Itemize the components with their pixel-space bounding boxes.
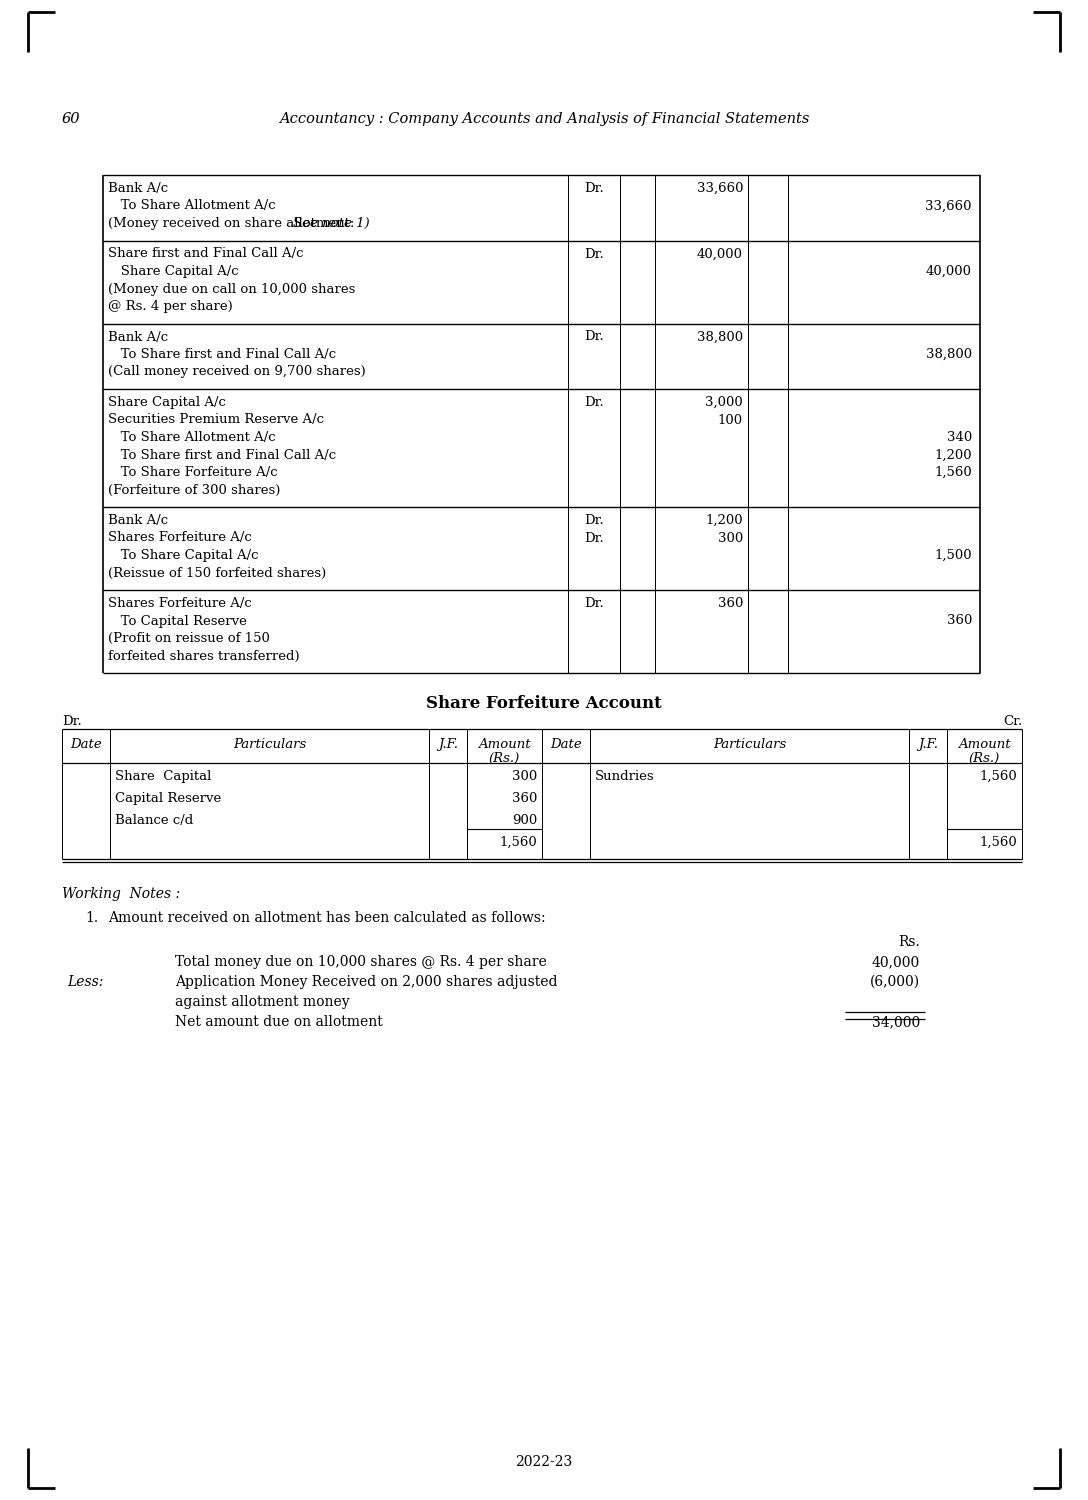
Text: Working  Notes :: Working Notes : bbox=[62, 886, 181, 902]
Text: To Share Capital A/c: To Share Capital A/c bbox=[108, 549, 259, 562]
Text: 1,560: 1,560 bbox=[935, 466, 972, 478]
Text: @ Rs. 4 per share): @ Rs. 4 per share) bbox=[108, 300, 233, 313]
Text: 33,660: 33,660 bbox=[926, 200, 972, 213]
Text: Accountancy : Company Accounts and Analysis of Financial Statements: Accountancy : Company Accounts and Analy… bbox=[279, 112, 809, 126]
Text: (6,000): (6,000) bbox=[870, 975, 920, 988]
Text: To Share Forfeiture A/c: To Share Forfeiture A/c bbox=[108, 466, 277, 478]
Text: Bank A/c: Bank A/c bbox=[108, 182, 169, 195]
Text: Dr.: Dr. bbox=[584, 514, 604, 526]
Text: To Share Allotment A/c: To Share Allotment A/c bbox=[108, 430, 275, 444]
Text: 340: 340 bbox=[947, 430, 972, 444]
Text: Share Forfeiture Account: Share Forfeiture Account bbox=[426, 694, 662, 712]
Text: 360: 360 bbox=[718, 597, 743, 610]
Text: 3,000: 3,000 bbox=[705, 396, 743, 410]
Text: Capital Reserve: Capital Reserve bbox=[115, 792, 221, 806]
Text: To Capital Reserve: To Capital Reserve bbox=[108, 615, 247, 627]
Text: Date: Date bbox=[70, 738, 102, 752]
Text: 300: 300 bbox=[718, 531, 743, 544]
Text: 100: 100 bbox=[718, 414, 743, 426]
Text: (Profit on reissue of 150: (Profit on reissue of 150 bbox=[108, 632, 270, 645]
Text: Cr.: Cr. bbox=[1003, 716, 1022, 728]
Text: 360: 360 bbox=[947, 615, 972, 627]
Text: Dr.: Dr. bbox=[584, 248, 604, 261]
Text: Share  Capital: Share Capital bbox=[115, 770, 211, 783]
Text: (Call money received on 9,700 shares): (Call money received on 9,700 shares) bbox=[108, 366, 366, 378]
Text: 1,560: 1,560 bbox=[979, 836, 1017, 849]
Text: (Reissue of 150 forfeited shares): (Reissue of 150 forfeited shares) bbox=[108, 567, 326, 579]
Text: Less:: Less: bbox=[67, 975, 103, 988]
Text: (Money due on call on 10,000 shares: (Money due on call on 10,000 shares bbox=[108, 282, 356, 296]
Text: 900: 900 bbox=[511, 815, 537, 827]
Text: 1,560: 1,560 bbox=[979, 770, 1017, 783]
Text: Amount received on allotment has been calculated as follows:: Amount received on allotment has been ca… bbox=[108, 910, 545, 926]
Text: J.F.: J.F. bbox=[918, 738, 938, 752]
Text: 300: 300 bbox=[511, 770, 537, 783]
Text: 38,800: 38,800 bbox=[926, 348, 972, 361]
Text: (Forfeiture of 300 shares): (Forfeiture of 300 shares) bbox=[108, 483, 281, 496]
Text: against allotment money: against allotment money bbox=[175, 994, 349, 1010]
Text: Bank A/c: Bank A/c bbox=[108, 514, 169, 526]
Text: 1,500: 1,500 bbox=[935, 549, 972, 562]
Text: 1,560: 1,560 bbox=[499, 836, 537, 849]
Text: Date: Date bbox=[551, 738, 582, 752]
Text: 1,200: 1,200 bbox=[935, 448, 972, 462]
Text: To Share first and Final Call A/c: To Share first and Final Call A/c bbox=[108, 348, 336, 361]
Text: Amount: Amount bbox=[959, 738, 1011, 752]
Text: Dr.: Dr. bbox=[62, 716, 82, 728]
Text: To Share Allotment A/c: To Share Allotment A/c bbox=[108, 200, 275, 213]
Text: See note 1): See note 1) bbox=[294, 217, 370, 229]
Text: (Rs.): (Rs.) bbox=[489, 752, 520, 765]
Text: Share Capital A/c: Share Capital A/c bbox=[108, 396, 226, 410]
Text: Share Capital A/c: Share Capital A/c bbox=[108, 266, 238, 278]
Text: Rs.: Rs. bbox=[899, 934, 920, 950]
Text: 33,660: 33,660 bbox=[696, 182, 743, 195]
Text: 360: 360 bbox=[511, 792, 537, 806]
Text: Balance c/d: Balance c/d bbox=[115, 815, 194, 827]
Text: Total money due on 10,000 shares @ Rs. 4 per share: Total money due on 10,000 shares @ Rs. 4… bbox=[175, 956, 547, 969]
Text: Shares Forfeiture A/c: Shares Forfeiture A/c bbox=[108, 597, 251, 610]
Text: J.F.: J.F. bbox=[438, 738, 458, 752]
Text: Dr.: Dr. bbox=[584, 330, 604, 344]
Text: 34,000: 34,000 bbox=[871, 1016, 920, 1029]
Text: Dr.: Dr. bbox=[584, 531, 604, 544]
Text: 38,800: 38,800 bbox=[697, 330, 743, 344]
Text: 1.: 1. bbox=[85, 910, 98, 926]
Text: (Money received on share allotment:: (Money received on share allotment: bbox=[108, 217, 359, 229]
Text: (Rs.): (Rs.) bbox=[969, 752, 1000, 765]
Text: 40,000: 40,000 bbox=[871, 956, 920, 969]
Text: Dr.: Dr. bbox=[584, 396, 604, 410]
Text: Particulars: Particulars bbox=[233, 738, 306, 752]
Text: Sundries: Sundries bbox=[595, 770, 655, 783]
Text: Application Money Received on 2,000 shares adjusted: Application Money Received on 2,000 shar… bbox=[175, 975, 557, 988]
Text: forfeited shares transferred): forfeited shares transferred) bbox=[108, 650, 299, 663]
Text: Bank A/c: Bank A/c bbox=[108, 330, 169, 344]
Text: Net amount due on allotment: Net amount due on allotment bbox=[175, 1016, 383, 1029]
Text: To Share first and Final Call A/c: To Share first and Final Call A/c bbox=[108, 448, 336, 462]
Text: Shares Forfeiture A/c: Shares Forfeiture A/c bbox=[108, 531, 251, 544]
Text: Amount: Amount bbox=[479, 738, 531, 752]
Text: Dr.: Dr. bbox=[584, 182, 604, 195]
Text: 60: 60 bbox=[62, 112, 81, 126]
Text: Particulars: Particulars bbox=[713, 738, 787, 752]
Text: 1,200: 1,200 bbox=[705, 514, 743, 526]
Text: 40,000: 40,000 bbox=[697, 248, 743, 261]
Text: Share first and Final Call A/c: Share first and Final Call A/c bbox=[108, 248, 304, 261]
Text: 2022-23: 2022-23 bbox=[516, 1455, 572, 1468]
Text: 40,000: 40,000 bbox=[926, 266, 972, 278]
Text: Dr.: Dr. bbox=[584, 597, 604, 610]
Text: Securities Premium Reserve A/c: Securities Premium Reserve A/c bbox=[108, 414, 324, 426]
